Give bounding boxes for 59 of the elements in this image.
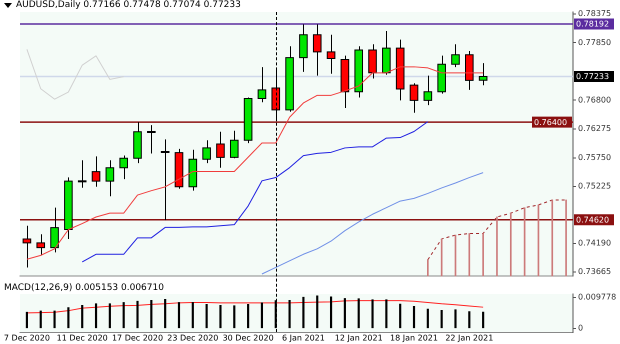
bar <box>164 299 166 328</box>
y-tick-label: 0.76275 <box>578 124 612 134</box>
x-tick-label: 23 Dec 2020 <box>167 333 218 342</box>
bar <box>412 306 416 328</box>
chart-title: AUDUSD,Daily 0.77166 0.77478 0.77074 0.77233 <box>16 0 241 11</box>
ref-line-label: 0.77233 <box>576 72 610 82</box>
ref-line-label: 0.74620 <box>576 215 610 224</box>
bar <box>247 304 250 328</box>
ref-line-label: 0.78192 <box>576 20 610 29</box>
bar <box>150 300 152 328</box>
x-tick-label: 7 Dec 2020 <box>4 333 50 342</box>
bar <box>344 298 346 328</box>
bar <box>26 312 28 328</box>
bar <box>53 310 56 328</box>
bar <box>288 300 291 328</box>
bar <box>233 305 236 328</box>
x-tick-label: 30 Dec 2020 <box>222 333 274 342</box>
y-tick-label: 0.009778 <box>578 292 616 302</box>
bar <box>371 299 374 328</box>
bar <box>136 300 139 328</box>
bar <box>316 296 318 328</box>
bar <box>468 311 470 328</box>
y-tick-label: 0.74190 <box>578 238 612 248</box>
bar <box>94 303 98 328</box>
bar <box>385 299 388 328</box>
bar <box>440 310 443 328</box>
bar <box>206 304 208 328</box>
bar <box>40 310 42 328</box>
bar <box>330 296 332 328</box>
y-tick-label: 0.77850 <box>578 38 612 47</box>
bar <box>108 303 111 328</box>
y-tick-label: 0 <box>578 323 584 332</box>
bar <box>399 304 402 328</box>
y-tick-label: 0.78375 <box>578 8 612 18</box>
x-tick-label: 6 Jan 2021 <box>282 333 325 342</box>
chart-title: MACD(12,26,9) 0.005153 0.006710 <box>4 283 164 294</box>
y-tick-label: 0.76800 <box>578 95 612 104</box>
bar <box>302 296 304 328</box>
bar <box>178 302 180 328</box>
bar <box>358 298 360 328</box>
y-tick-label: 0.73665 <box>578 267 612 276</box>
bar <box>260 302 264 328</box>
x-tick-label: 12 Jan 2021 <box>334 333 383 342</box>
bar <box>67 307 70 328</box>
x-tick-label: 17 Dec 2020 <box>112 333 164 342</box>
x-tick-label: 18 Jan 2021 <box>390 333 438 342</box>
y-tick-label: 0.75750 <box>578 152 612 162</box>
y-tick-label: 0.75225 <box>578 182 612 191</box>
bar <box>81 305 84 328</box>
x-tick-label: 11 Dec 2020 <box>56 333 108 342</box>
bar <box>426 308 429 328</box>
ref-line-label: 0.76400 <box>534 118 568 127</box>
bar <box>219 305 222 328</box>
bar <box>192 302 194 328</box>
bar <box>122 302 125 328</box>
x-tick-label: 22 Jan 2021 <box>445 333 494 342</box>
bar <box>454 309 457 328</box>
bar <box>482 312 484 328</box>
line-series <box>427 200 567 260</box>
